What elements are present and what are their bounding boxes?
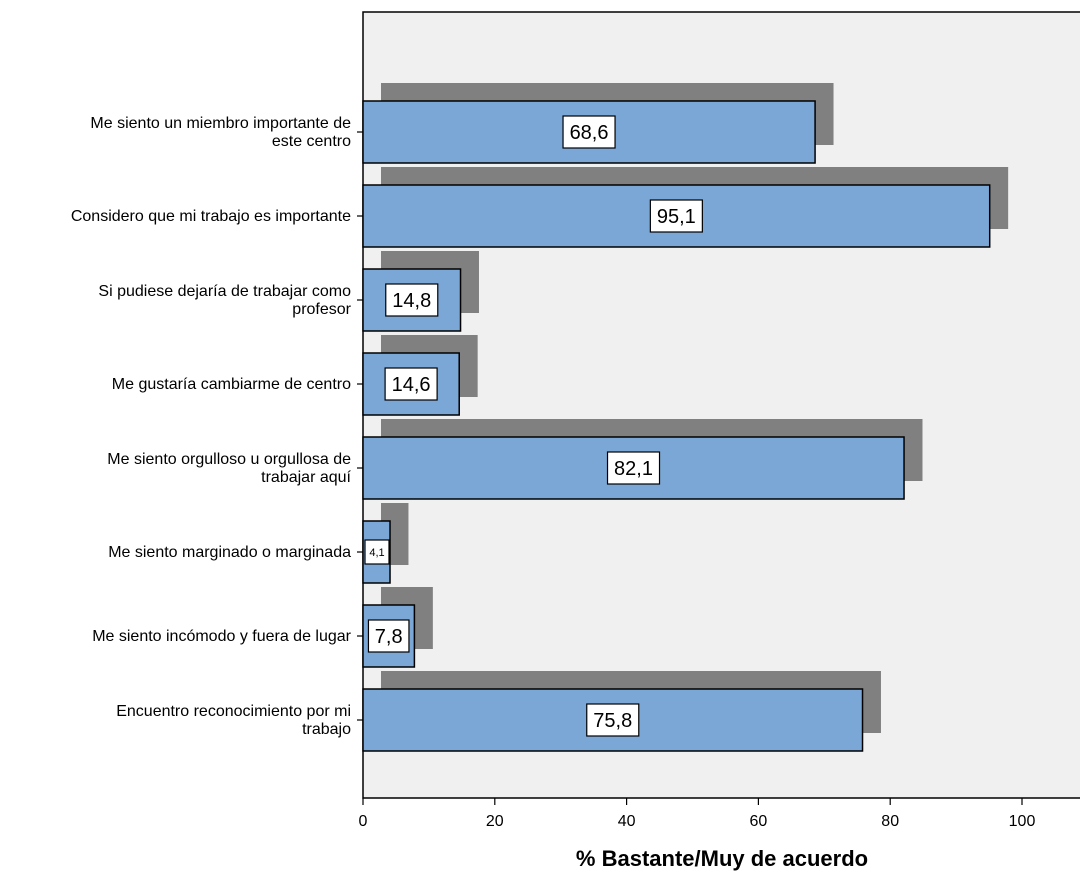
data-label: 4,1 [369,547,384,559]
x-tick-label: 0 [359,813,368,830]
bar [362,688,864,752]
data-label: 14,6 [392,374,431,396]
data-label-box [649,199,703,233]
data-label: 68,6 [570,122,609,144]
x-axis: 0 20 40 60 80 100 [359,798,1036,830]
category-label: Si pudiese dejaría de trabajar como profe… [98,283,351,318]
category-label: Me siento incómodo y fuera de lugar [92,628,351,645]
data-label-box [562,115,616,149]
x-tick-label: 100 [1009,813,1036,830]
data-label: 82,1 [614,458,653,480]
data-label: 7,8 [375,626,403,648]
data-label: 95,1 [657,206,696,228]
x-tick-label: 20 [486,813,504,830]
data-label-box [606,451,661,485]
category-label: Me siento un miembro importante de este c… [90,115,351,150]
data-label-box [364,539,390,565]
data-label-box [384,367,438,401]
category-label: Me siento marginado o marginada [108,544,351,561]
data-label-box [385,283,439,317]
category-labels: Me siento un miembro importante de este c… [71,115,363,738]
category-label: Encuentro reconocimiento por mi trabajo [116,703,351,738]
data-label: 14,8 [392,290,431,312]
data-label: 75,8 [593,710,632,732]
x-tick-label: 60 [750,813,768,830]
data-label-box [367,619,410,653]
bars: 68,6 95,1 14,8 14,6 82,1 4,1 7,8 75,8 [362,100,991,752]
category-label: Considero que mi trabajo es importante [71,208,351,225]
x-tick-label: 40 [618,813,636,830]
category-label: Me siento orgulloso u orgullosa de trabaj… [107,451,351,486]
data-label-box [586,703,640,737]
x-tick-label: 80 [881,813,899,830]
x-axis-title: % Bastante/Muy de acuerdo [576,846,868,871]
category-label: Me gustaría cambiarme de centro [112,376,351,393]
